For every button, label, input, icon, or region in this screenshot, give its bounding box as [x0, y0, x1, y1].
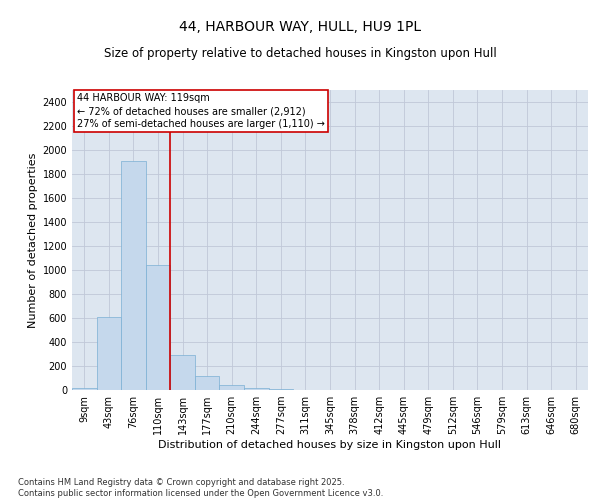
Bar: [195, 376, 220, 390]
Bar: [220, 385, 244, 390]
Bar: [146, 264, 170, 390]
Y-axis label: Number of detached properties: Number of detached properties: [28, 152, 38, 328]
Bar: [72, 388, 97, 390]
Text: 44 HARBOUR WAY: 119sqm
← 72% of detached houses are smaller (2,912)
27% of semi-: 44 HARBOUR WAY: 119sqm ← 72% of detached…: [77, 93, 325, 130]
Text: Contains HM Land Registry data © Crown copyright and database right 2025.
Contai: Contains HM Land Registry data © Crown c…: [18, 478, 383, 498]
Bar: [244, 388, 269, 390]
Bar: [121, 161, 146, 390]
Bar: [97, 317, 121, 390]
Text: Size of property relative to detached houses in Kingston upon Hull: Size of property relative to detached ho…: [104, 48, 496, 60]
Text: 44, HARBOUR WAY, HULL, HU9 1PL: 44, HARBOUR WAY, HULL, HU9 1PL: [179, 20, 421, 34]
Bar: [170, 354, 195, 390]
X-axis label: Distribution of detached houses by size in Kingston upon Hull: Distribution of detached houses by size …: [158, 440, 502, 450]
